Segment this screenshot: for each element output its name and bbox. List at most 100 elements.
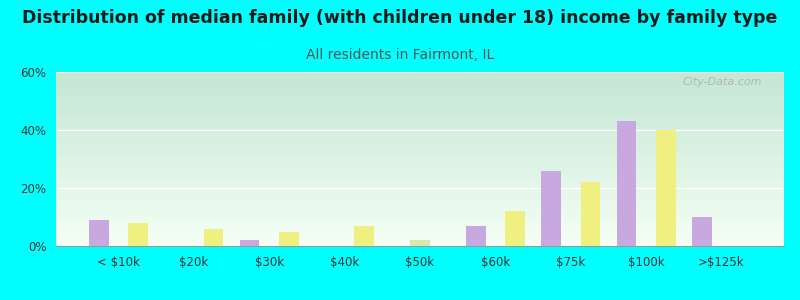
Bar <box>56 76 784 77</box>
Bar <box>56 100 784 102</box>
Bar <box>56 202 784 204</box>
Bar <box>56 105 784 107</box>
Bar <box>56 143 784 145</box>
Bar <box>56 147 784 148</box>
Bar <box>56 241 784 242</box>
Bar <box>56 114 784 116</box>
Bar <box>56 178 784 180</box>
Bar <box>56 119 784 121</box>
Bar <box>56 183 784 185</box>
Bar <box>56 154 784 155</box>
Bar <box>56 232 784 234</box>
Bar <box>56 189 784 190</box>
Text: City-Data.com: City-Data.com <box>682 77 762 87</box>
Bar <box>542 171 561 246</box>
Bar <box>56 220 784 222</box>
Bar <box>56 94 784 96</box>
Bar <box>56 180 784 182</box>
Bar <box>56 124 784 126</box>
Bar <box>128 223 148 246</box>
Bar <box>56 239 784 241</box>
Bar <box>56 225 784 227</box>
Bar <box>56 103 784 105</box>
Bar <box>56 204 784 206</box>
Bar <box>56 122 784 124</box>
Bar <box>56 230 784 232</box>
Bar <box>56 237 784 239</box>
Bar <box>56 159 784 161</box>
Bar <box>56 140 784 142</box>
Bar <box>204 229 223 246</box>
Bar <box>56 163 784 164</box>
Bar <box>354 226 374 246</box>
Bar <box>56 161 784 163</box>
Text: Distribution of median family (with children under 18) income by family type: Distribution of median family (with chil… <box>22 9 778 27</box>
Bar <box>56 218 784 220</box>
Bar <box>56 72 784 74</box>
Bar <box>56 227 784 229</box>
Bar <box>56 182 784 183</box>
Bar <box>56 86 784 88</box>
Bar <box>56 213 784 215</box>
Bar <box>56 224 784 225</box>
Bar <box>56 93 784 94</box>
Bar <box>56 185 784 187</box>
Bar <box>56 82 784 84</box>
Bar <box>692 217 712 246</box>
Bar <box>56 242 784 244</box>
Bar <box>56 171 784 173</box>
Bar <box>56 236 784 237</box>
Bar <box>56 187 784 189</box>
Text: All residents in Fairmont, IL: All residents in Fairmont, IL <box>306 48 494 62</box>
Bar <box>56 128 784 129</box>
Bar <box>240 240 259 246</box>
Bar <box>617 121 636 246</box>
Bar <box>56 244 784 246</box>
Bar <box>56 110 784 112</box>
Bar <box>56 126 784 128</box>
Bar <box>56 166 784 168</box>
Bar <box>56 197 784 199</box>
Bar <box>56 131 784 133</box>
Bar <box>89 220 109 246</box>
Bar <box>56 74 784 76</box>
Bar <box>56 138 784 140</box>
Bar <box>56 208 784 209</box>
Bar <box>56 79 784 81</box>
Bar <box>56 192 784 194</box>
Bar <box>56 168 784 169</box>
Bar <box>56 150 784 152</box>
Bar <box>56 215 784 216</box>
Bar <box>56 222 784 224</box>
Bar <box>56 201 784 203</box>
Bar <box>56 209 784 211</box>
Bar <box>56 216 784 218</box>
Bar <box>56 145 784 147</box>
Bar <box>56 173 784 175</box>
Bar <box>56 211 784 213</box>
Bar <box>56 164 784 166</box>
Bar <box>56 116 784 117</box>
Bar <box>56 91 784 93</box>
Bar <box>56 152 784 154</box>
Bar <box>56 107 784 109</box>
Bar <box>56 194 784 196</box>
Bar <box>410 240 430 246</box>
Bar <box>656 130 675 246</box>
Bar <box>56 175 784 176</box>
Bar <box>56 109 784 110</box>
Bar <box>56 148 784 150</box>
Bar <box>56 234 784 236</box>
Bar <box>56 133 784 135</box>
Bar <box>581 182 600 246</box>
Bar <box>56 199 784 201</box>
Bar <box>56 96 784 98</box>
Bar <box>56 176 784 178</box>
Bar <box>56 81 784 82</box>
Bar <box>56 136 784 138</box>
Bar <box>505 211 525 246</box>
Bar <box>56 229 784 230</box>
Bar <box>56 196 784 197</box>
Bar <box>56 142 784 143</box>
Bar <box>56 121 784 122</box>
